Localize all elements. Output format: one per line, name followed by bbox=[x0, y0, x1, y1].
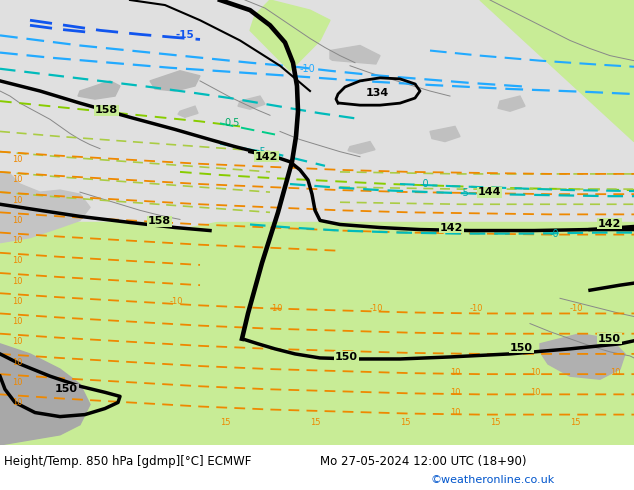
Text: 142: 142 bbox=[598, 219, 621, 228]
Text: -15: -15 bbox=[175, 30, 194, 40]
Polygon shape bbox=[178, 106, 198, 117]
Text: -5: -5 bbox=[257, 147, 267, 157]
Text: -10: -10 bbox=[470, 304, 484, 313]
Polygon shape bbox=[480, 0, 634, 142]
Text: 10: 10 bbox=[12, 358, 22, 367]
Text: 10: 10 bbox=[12, 236, 22, 245]
Polygon shape bbox=[238, 96, 265, 109]
Polygon shape bbox=[0, 344, 90, 445]
Text: 150: 150 bbox=[510, 343, 533, 353]
Text: 10: 10 bbox=[12, 175, 22, 185]
Text: 150: 150 bbox=[598, 334, 621, 344]
Text: -10: -10 bbox=[300, 64, 316, 74]
Text: -10: -10 bbox=[270, 304, 283, 313]
Text: 158: 158 bbox=[95, 105, 118, 115]
Polygon shape bbox=[330, 46, 380, 69]
Text: 10: 10 bbox=[12, 317, 22, 326]
Polygon shape bbox=[0, 0, 30, 162]
Text: 134: 134 bbox=[366, 88, 389, 98]
Polygon shape bbox=[0, 172, 90, 243]
Text: -5: -5 bbox=[460, 188, 470, 198]
Text: 144: 144 bbox=[478, 187, 501, 197]
Text: 10: 10 bbox=[530, 368, 541, 377]
Text: 10: 10 bbox=[12, 398, 22, 407]
Text: -10: -10 bbox=[370, 304, 384, 313]
Polygon shape bbox=[320, 61, 460, 101]
Text: 10: 10 bbox=[450, 408, 460, 417]
Polygon shape bbox=[498, 96, 525, 111]
Text: ©weatheronline.co.uk: ©weatheronline.co.uk bbox=[430, 475, 554, 485]
Text: 142: 142 bbox=[255, 152, 278, 162]
Polygon shape bbox=[0, 222, 634, 445]
Text: 10: 10 bbox=[12, 196, 22, 205]
Text: 10: 10 bbox=[12, 297, 22, 306]
Polygon shape bbox=[540, 334, 625, 379]
Text: -0: -0 bbox=[420, 179, 430, 189]
Polygon shape bbox=[430, 126, 460, 142]
Text: 10: 10 bbox=[12, 277, 22, 286]
Text: 15: 15 bbox=[400, 418, 410, 427]
Text: 10: 10 bbox=[12, 378, 22, 387]
Text: 15: 15 bbox=[310, 418, 321, 427]
Text: 10: 10 bbox=[12, 216, 22, 225]
Text: -10: -10 bbox=[170, 297, 183, 306]
Text: 10: 10 bbox=[610, 368, 621, 377]
Text: 15: 15 bbox=[220, 418, 231, 427]
Text: 15: 15 bbox=[490, 418, 500, 427]
Polygon shape bbox=[78, 81, 120, 99]
Text: 150: 150 bbox=[55, 384, 78, 394]
Text: 15: 15 bbox=[570, 418, 581, 427]
Text: 10: 10 bbox=[12, 155, 22, 164]
Polygon shape bbox=[550, 0, 634, 61]
Polygon shape bbox=[0, 0, 245, 147]
Polygon shape bbox=[250, 0, 330, 71]
Text: Height/Temp. 850 hPa [gdmp][°C] ECMWF: Height/Temp. 850 hPa [gdmp][°C] ECMWF bbox=[4, 455, 251, 468]
Text: 142: 142 bbox=[440, 222, 463, 233]
Text: 10: 10 bbox=[12, 256, 22, 266]
Polygon shape bbox=[0, 0, 250, 243]
Ellipse shape bbox=[295, 18, 325, 33]
Text: 10: 10 bbox=[12, 337, 22, 346]
Text: -0: -0 bbox=[550, 228, 560, 239]
Text: 10: 10 bbox=[450, 368, 460, 377]
Text: 150: 150 bbox=[335, 352, 358, 362]
Text: 158: 158 bbox=[148, 217, 171, 226]
Text: 0.5: 0.5 bbox=[224, 119, 240, 128]
Text: Mo 27-05-2024 12:00 UTC (18+90): Mo 27-05-2024 12:00 UTC (18+90) bbox=[320, 455, 526, 468]
Polygon shape bbox=[348, 142, 375, 154]
Text: -10: -10 bbox=[570, 304, 583, 313]
Text: 10: 10 bbox=[450, 388, 460, 397]
Polygon shape bbox=[150, 71, 200, 91]
Polygon shape bbox=[200, 0, 245, 20]
Text: 10: 10 bbox=[530, 388, 541, 397]
